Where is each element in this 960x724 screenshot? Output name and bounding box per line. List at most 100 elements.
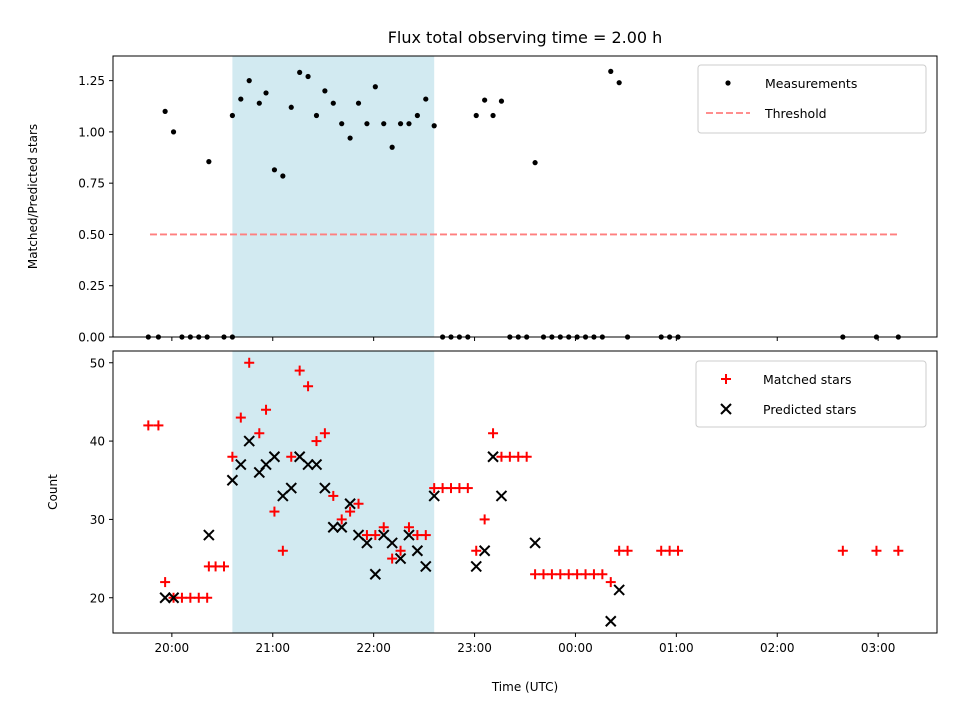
matched-stars-point — [254, 428, 265, 439]
matched-stars-point — [370, 530, 381, 541]
matched-stars-point — [572, 569, 583, 580]
matched-stars-point — [193, 592, 204, 603]
measurement-point — [256, 100, 262, 106]
matched-stars-point — [429, 483, 440, 494]
matched-stars-point — [513, 451, 524, 462]
measurement-point — [423, 96, 429, 102]
matched-stars-point — [588, 569, 599, 580]
predicted-stars-point — [285, 482, 297, 494]
predicted-stars-point — [226, 474, 239, 486]
matched-stars-point — [462, 483, 473, 494]
matched-stars-point — [153, 420, 164, 431]
legend: Matched stars Predicted stars — [695, 360, 927, 428]
matched-stars-point — [597, 569, 608, 580]
legend-box — [697, 64, 927, 134]
predicted-stars-point — [203, 529, 215, 541]
measurement-point — [246, 78, 252, 84]
measurement-point — [322, 88, 328, 94]
predicted-stars-point — [428, 490, 440, 502]
matched-stars-point — [387, 553, 398, 564]
legend-label: Predicted stars — [763, 402, 856, 417]
measurement-point — [364, 121, 370, 127]
predicted-stars-point — [167, 592, 180, 604]
y-tick-label: 0.00 — [78, 331, 105, 345]
matched-stars-point — [269, 506, 280, 517]
measurement-point — [305, 73, 311, 80]
predicted-stars-point — [411, 545, 424, 557]
matched-stars-point — [622, 545, 633, 556]
predicted-stars-point — [394, 552, 407, 565]
matched-stars-point — [378, 522, 389, 533]
legend-marker-predicted — [720, 403, 732, 415]
legend-label: Measurements — [765, 76, 857, 91]
matched-stars-point — [605, 577, 616, 588]
plot-frame — [112, 55, 938, 338]
measurement-point — [162, 108, 168, 114]
predicted-stars-point — [235, 458, 247, 471]
matched-stars-point — [143, 420, 154, 431]
measurement-point — [616, 80, 622, 86]
matched-stars-point — [319, 428, 330, 439]
matched-stars-point — [345, 506, 356, 517]
measurement-point — [490, 112, 496, 119]
measurement-point — [414, 112, 420, 119]
measurement-point — [389, 144, 395, 150]
x-tick-label: 03:00 — [861, 641, 896, 655]
measurement-point — [406, 121, 412, 127]
x-tick-label: 20:00 — [155, 641, 190, 655]
y-tick-label: 1.25 — [78, 74, 105, 88]
legend-marker-measurements — [725, 80, 731, 86]
predicted-stars-point — [310, 458, 323, 471]
measurement-point — [608, 68, 614, 74]
y-axis-label: Count — [46, 474, 60, 510]
matched-stars-point — [395, 545, 406, 556]
matched-stars-point — [555, 569, 566, 580]
predicted-stars-point — [495, 490, 508, 502]
y-tick-label: 0.75 — [78, 177, 105, 191]
y-axis-label: Matched/Predicted stars — [26, 124, 40, 269]
predicted-stars-point — [605, 615, 617, 627]
matched-stars-point — [673, 545, 684, 556]
matched-stars-point — [446, 483, 457, 494]
x-axis-label: Time (UTC) — [491, 680, 558, 694]
matched-stars-point — [328, 490, 339, 501]
measurement-point — [280, 173, 286, 179]
measurement-point — [397, 121, 404, 127]
matched-stars-point — [664, 545, 675, 556]
predicted-stars-point — [478, 545, 491, 557]
measurement-point — [372, 84, 378, 90]
predicted-stars-point — [403, 529, 415, 541]
measurement-point — [381, 121, 387, 127]
measurement-point — [229, 112, 235, 119]
observing-window-span — [232, 56, 435, 337]
matched-stars-point — [311, 436, 322, 447]
matched-stars-point — [488, 428, 499, 439]
matched-stars-point — [353, 498, 364, 509]
x-tick-label: 23:00 — [457, 641, 492, 655]
matched-stars-point — [496, 451, 507, 462]
matched-stars-point — [504, 451, 515, 462]
plot-frame — [112, 350, 938, 634]
y-tick-label: 20 — [90, 591, 105, 605]
measurement-point — [339, 121, 345, 127]
matched-stars-point — [580, 569, 591, 580]
predicted-stars-point — [335, 521, 348, 533]
matched-stars-point — [837, 545, 848, 556]
y-tick-label: 30 — [90, 513, 105, 527]
measurement-point — [355, 100, 362, 106]
y-tick-label: 40 — [90, 435, 105, 449]
measurement-point — [263, 90, 269, 96]
legend-box — [695, 360, 927, 428]
matched-stars-point — [294, 365, 305, 376]
predicted-stars-point — [159, 592, 171, 604]
matched-stars-point — [303, 381, 314, 392]
measurement-point — [313, 112, 320, 119]
measurement-point — [330, 100, 336, 106]
matched-stars-point — [336, 514, 347, 525]
matched-stars-point — [403, 522, 414, 533]
predicted-stars-point — [319, 482, 331, 494]
measurement-point — [238, 96, 244, 102]
matched-stars-point — [530, 569, 541, 580]
matched-stars-point — [202, 592, 213, 603]
